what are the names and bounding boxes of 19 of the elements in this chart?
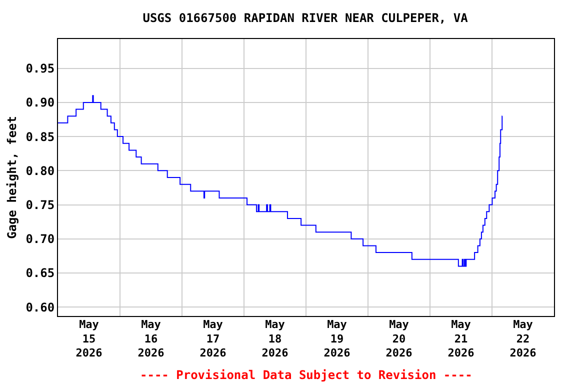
y-tick-label: 0.75 <box>26 198 55 212</box>
y-tick-label: 0.80 <box>26 164 55 178</box>
x-tick-label: May 18 2026 <box>262 318 289 360</box>
x-tick-label: May 16 2026 <box>138 318 165 360</box>
chart-title: USGS 01667500 RAPIDAN RIVER NEAR CULPEPER, VA <box>142 10 469 25</box>
y-tick-label: 0.70 <box>26 232 55 246</box>
y-axis-title: Gage height, feet <box>4 116 19 239</box>
x-tick-label: May 22 2026 <box>510 318 537 360</box>
y-tick-label: 0.90 <box>26 96 55 110</box>
x-tick-label: May 17 2026 <box>200 318 227 360</box>
x-tick-label: May 15 2026 <box>76 318 103 360</box>
text: ---- Provisional Data Subject to Revision ---- <box>140 368 472 382</box>
x-tick-label: May 19 2026 <box>324 318 351 360</box>
y-tick-label: 0.95 <box>26 62 55 76</box>
x-tick-label: May 21 2026 <box>448 318 475 360</box>
x-tick-label: May 20 2026 <box>386 318 413 360</box>
y-tick-label: 0.85 <box>26 130 55 144</box>
y-tick-label: 0.65 <box>26 266 55 280</box>
y-tick-label: 0.60 <box>26 300 55 314</box>
